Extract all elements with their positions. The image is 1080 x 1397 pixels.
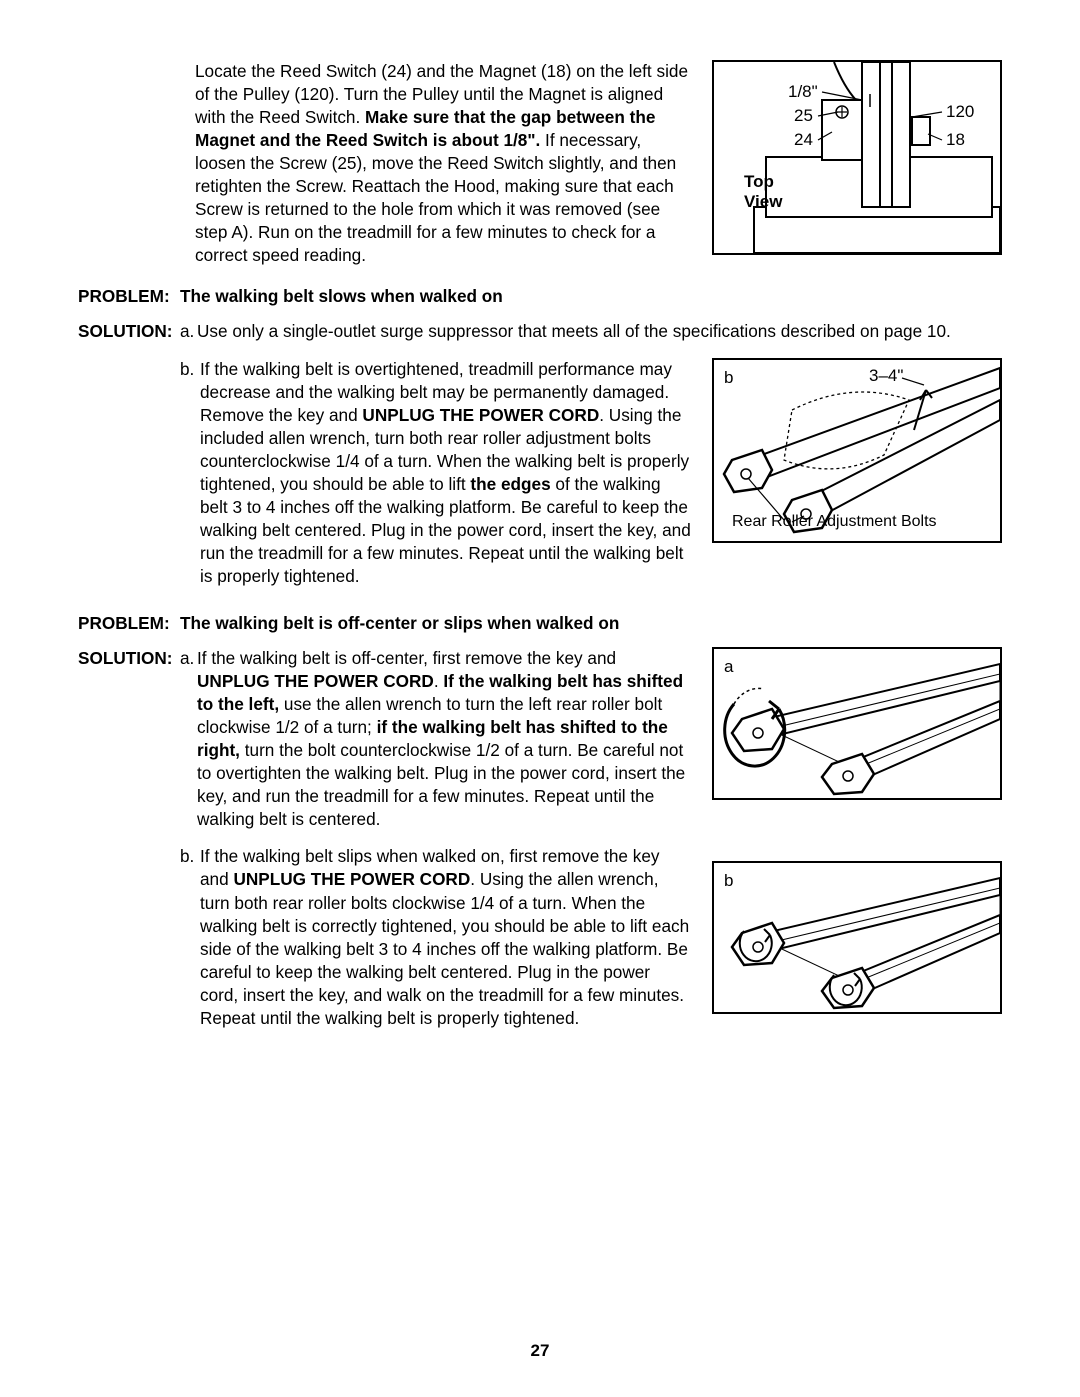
solution-label: SOLUTION: bbox=[78, 320, 180, 343]
solution-2b-body: If the walking belt is overtightened, tr… bbox=[200, 358, 692, 588]
problem-title: The walking belt slows when walked on bbox=[180, 285, 503, 308]
problem-belt-slows: PROBLEM: The walking belt slows when wal… bbox=[78, 285, 1002, 308]
solution-letter-b: b. bbox=[180, 358, 200, 588]
label-120: 120 bbox=[946, 102, 974, 122]
problem-belt-offcenter: PROBLEM: The walking belt is off-center … bbox=[78, 612, 1002, 635]
solution-2a-text: Use only a single-outlet surge suppresso… bbox=[197, 320, 1002, 343]
para-text-post: If necessary, loosen the Screw (25), mov… bbox=[195, 130, 676, 265]
solution-2b: b. If the walking belt is overtightened,… bbox=[78, 358, 692, 588]
problem-title: The walking belt is off-center or slips … bbox=[180, 612, 619, 635]
figure-offcenter-b: b bbox=[712, 861, 1002, 1014]
reed-switch-para: Locate the Reed Switch (24) and the Magn… bbox=[195, 60, 692, 267]
problem-label: PROBLEM: bbox=[78, 285, 180, 308]
label-24: 24 bbox=[794, 130, 813, 150]
solution-letter-b: b. bbox=[180, 845, 200, 1029]
label-25: 25 bbox=[794, 106, 813, 126]
solution-letter-a: a. bbox=[180, 320, 197, 343]
solution-3b: b. If the walking belt slips when walked… bbox=[78, 845, 692, 1029]
section-solution-3a: SOLUTION: a. If the walking belt is off-… bbox=[78, 647, 1002, 845]
solution-3b-body: If the walking belt slips when walked on… bbox=[200, 845, 692, 1029]
fig2-letter: b bbox=[724, 368, 733, 388]
figure-offcenter-a: a bbox=[712, 647, 1002, 800]
figure-top-view: 1/8" 25 24 120 18 Top View bbox=[712, 60, 1002, 255]
page-number: 27 bbox=[0, 1341, 1080, 1361]
section-solution-3b: b. If the walking belt slips when walked… bbox=[78, 845, 1002, 1043]
solution-2a: SOLUTION: a. Use only a single-outlet su… bbox=[78, 320, 1002, 343]
solution-3a-body: If the walking belt is off-center, first… bbox=[197, 647, 692, 831]
section-reed-switch: Locate the Reed Switch (24) and the Magn… bbox=[78, 60, 1002, 267]
label-18: 18 bbox=[946, 130, 965, 150]
fig3-letter: a bbox=[724, 657, 733, 677]
fig2-dim: 3–4" bbox=[869, 366, 903, 386]
fig4-letter: b bbox=[724, 871, 733, 891]
problem-label: PROBLEM: bbox=[78, 612, 180, 635]
fig2-caption: Rear Roller Adjustment Bolts bbox=[732, 513, 937, 531]
solution-letter-a: a. bbox=[180, 647, 197, 831]
solution-3a: SOLUTION: a. If the walking belt is off-… bbox=[78, 647, 692, 831]
section-solution-2b: b. If the walking belt is overtightened,… bbox=[78, 358, 1002, 602]
label-gap: 1/8" bbox=[788, 82, 818, 102]
figure-rear-roller-bolts: b 3–4" Rear Roller Adjustment Bolts bbox=[712, 358, 1002, 543]
manual-page: Locate the Reed Switch (24) and the Magn… bbox=[0, 0, 1080, 1397]
label-top-view: Top View bbox=[744, 172, 782, 213]
solution-label: SOLUTION: bbox=[78, 647, 180, 831]
